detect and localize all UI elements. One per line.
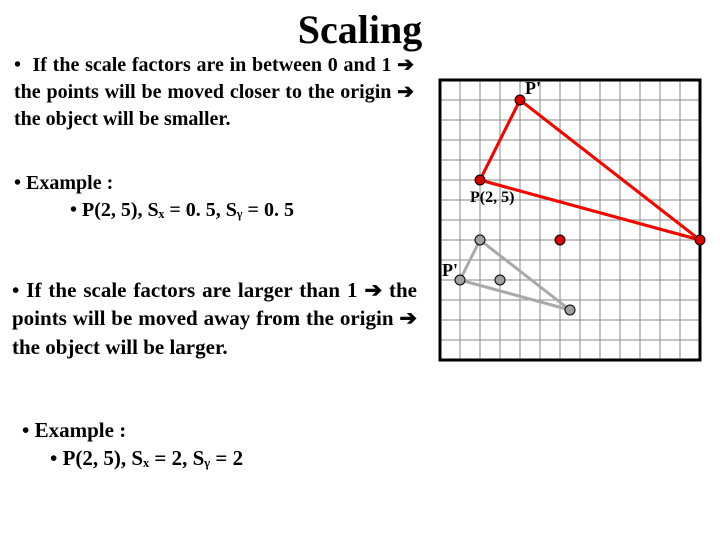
bullet-scale-down: • If the scale factors are in between 0 … [14, 52, 414, 133]
example1-content: P(2, 5), Sₓ = 0. 5, Sᵧ = 0. 5 [82, 199, 294, 221]
example2-label: Example : [35, 418, 127, 442]
svg-text:P': P' [525, 78, 541, 98]
example-1: • Example : • P(2, 5), Sₓ = 0. 5, Sᵧ = 0… [14, 170, 414, 224]
page-title: Scaling [0, 6, 720, 53]
example2-content: P(2, 5), Sₓ = 2, Sᵧ = 2 [63, 446, 244, 470]
example1-label: Example : [26, 172, 113, 194]
scaling-chart: P' P(2, 5) P' [435, 75, 710, 365]
bullet-scale-up: • If the scale factors are larger than 1… [12, 276, 417, 361]
bullet3-text: If the scale factors are larger than 1 ➔… [12, 278, 417, 359]
bullet1-text: If the scale factors are in between 0 an… [14, 54, 414, 130]
svg-text:P': P' [442, 260, 458, 280]
example-2: • Example : • P(2, 5), Sₓ = 2, Sᵧ = 2 [22, 416, 422, 473]
svg-text:P(2, 5): P(2, 5) [470, 189, 514, 206]
